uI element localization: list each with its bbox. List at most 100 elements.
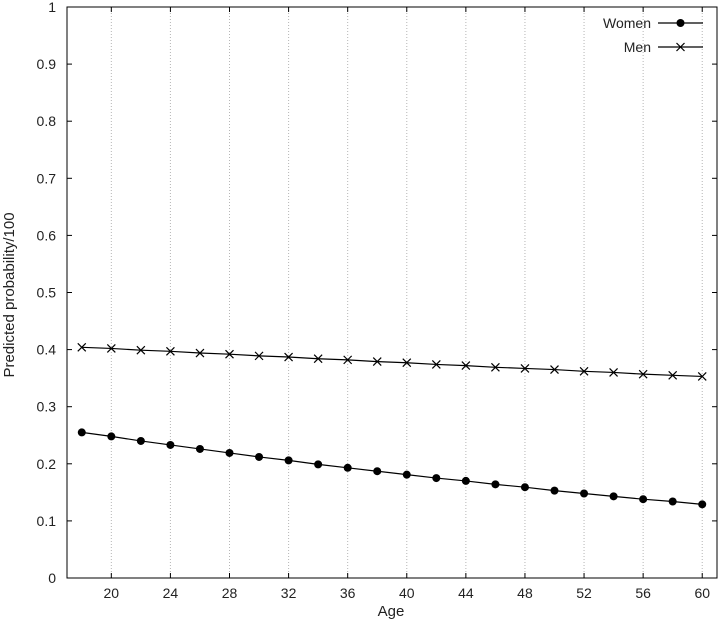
- x-tick-label: 60: [694, 585, 710, 601]
- legend: Women Men: [603, 15, 703, 55]
- x-tick-label: 32: [281, 585, 297, 601]
- x-tick-label: 44: [458, 585, 474, 601]
- data-point-men: [106, 344, 116, 353]
- data-point-men: [284, 352, 294, 362]
- series-line-women: [81, 431, 703, 505]
- cross-stroke: [697, 372, 707, 381]
- x-tick-label: 28: [222, 585, 238, 601]
- data-point-women: [580, 489, 589, 498]
- data-point-women: [166, 440, 175, 449]
- y-axis-label: Predicted probability/100: [1, 212, 18, 377]
- data-point-men: [638, 369, 648, 379]
- cross-stroke: [550, 365, 559, 375]
- cross-stroke: [195, 348, 205, 358]
- legend-label-women: Women: [603, 15, 651, 31]
- x-tick-label: 24: [163, 585, 179, 601]
- cross-stroke: [313, 354, 323, 364]
- data-point-women: [255, 452, 264, 461]
- data-point-women: [107, 432, 116, 441]
- data-point-men: [579, 366, 589, 376]
- cross-stroke: [676, 42, 685, 52]
- y-tick-label: 0: [48, 570, 56, 586]
- data-point-women: [195, 444, 204, 453]
- data-point-men: [254, 351, 264, 361]
- plot-frame: [66, 6, 718, 579]
- data-point-women: [314, 460, 323, 469]
- x-tick-label: 56: [635, 585, 651, 601]
- y-tick-label: 0.1: [37, 513, 57, 529]
- y-tick-label: 0.9: [37, 56, 57, 72]
- data-point-men: [431, 360, 441, 369]
- x-axis-label: Age: [378, 603, 405, 620]
- data-point-women: [609, 492, 618, 501]
- data-point-women: [402, 470, 411, 479]
- cross-stroke: [136, 345, 146, 355]
- y-tick-label: 1: [48, 0, 56, 15]
- y-tick-label: 0.5: [37, 285, 57, 301]
- cross-stroke: [284, 352, 294, 362]
- data-point-women: [550, 486, 559, 495]
- data-point-men: [313, 354, 323, 364]
- data-point-women: [225, 448, 234, 457]
- legend-marker-men: [676, 42, 685, 52]
- data-point-women: [491, 480, 500, 489]
- data-point-women: [432, 474, 441, 483]
- data-point-men: [402, 358, 412, 368]
- data-point-women: [639, 495, 648, 504]
- y-tick-label: 0.8: [37, 113, 57, 129]
- data-point-men: [609, 368, 619, 377]
- data-point-men: [697, 372, 707, 381]
- cross-stroke: [490, 362, 500, 372]
- data-point-men: [490, 362, 500, 372]
- data-point-women: [520, 483, 529, 492]
- data-point-men: [461, 361, 471, 371]
- cross-stroke: [431, 360, 441, 369]
- legend-label-men: Men: [624, 39, 651, 55]
- cross-stroke: [461, 361, 471, 371]
- data-point-women: [343, 463, 352, 472]
- x-tick-label: 48: [517, 585, 533, 601]
- cross-stroke: [165, 346, 175, 356]
- data-point-women: [77, 428, 86, 437]
- x-tick-label: 20: [104, 585, 120, 601]
- cross-stroke: [609, 368, 619, 377]
- cross-stroke: [579, 366, 589, 376]
- cross-stroke: [225, 349, 234, 359]
- data-point-men: [520, 364, 530, 373]
- cross-stroke: [668, 370, 678, 380]
- cross-stroke: [106, 344, 116, 353]
- series: [77, 342, 707, 509]
- y-tick-label: 0.2: [37, 456, 57, 472]
- legend-marker-women: [676, 19, 685, 27]
- data-point-women: [668, 497, 677, 506]
- cross-stroke: [343, 355, 353, 365]
- y-tick-label: 0.7: [37, 170, 57, 186]
- data-point-men: [343, 355, 353, 365]
- data-point-women: [698, 500, 707, 509]
- data-point-men: [77, 342, 87, 352]
- y-tick-label: 0.3: [37, 399, 57, 415]
- data-point-men: [195, 348, 205, 358]
- grid: [110, 7, 703, 578]
- y-tick-label: 0.6: [37, 227, 57, 243]
- data-point-women: [284, 456, 293, 465]
- cross-stroke: [254, 351, 264, 361]
- data-point-women: [373, 467, 382, 476]
- data-point-men: [668, 370, 678, 380]
- data-point-men: [225, 349, 234, 359]
- cross-stroke: [372, 357, 382, 367]
- data-point-men: [136, 345, 146, 355]
- cross-stroke: [520, 364, 530, 373]
- data-point-men: [165, 346, 175, 356]
- data-point-men: [550, 365, 559, 375]
- x-tick-label: 40: [399, 585, 415, 601]
- cross-stroke: [77, 342, 87, 352]
- cross-stroke: [402, 358, 412, 368]
- x-tick-label: 36: [340, 585, 356, 601]
- y-tick-label: 0.4: [37, 342, 57, 358]
- series-line-men: [81, 346, 703, 378]
- axes: 20 24 28 32 36 40 44 48 52 56 60 0 0.1 0.2 0.3 0.4 0.5 0.…: [37, 0, 718, 601]
- data-point-men: [372, 357, 382, 367]
